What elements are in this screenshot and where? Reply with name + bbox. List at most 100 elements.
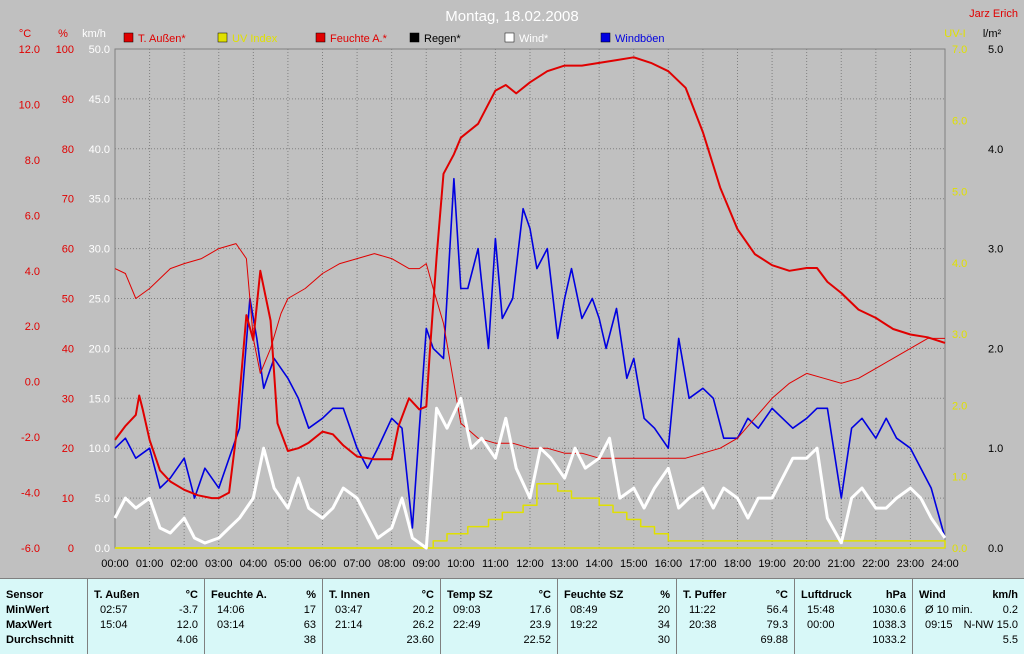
stats-header: Feuchte A. bbox=[211, 589, 267, 601]
right-axis-tick: 3.0 bbox=[952, 329, 967, 341]
stats-column: Feuchte A.% 14:06 17 03:14 63 38 bbox=[205, 579, 323, 654]
stats-value: 1033.2 bbox=[872, 634, 906, 646]
stats-value: 63 bbox=[303, 619, 316, 631]
left-axis-tick: -2.0 bbox=[21, 432, 40, 444]
series-line-feuchtea bbox=[114, 243, 945, 459]
stats-row-label: MaxWert bbox=[6, 619, 52, 631]
left-axis-tick: 90 bbox=[62, 94, 74, 106]
x-tick-label: 19:00 bbox=[758, 558, 786, 570]
x-tick-label: 08:00 bbox=[378, 558, 406, 570]
stats-value: 5.5 bbox=[1002, 634, 1018, 646]
stats-value: 23.60 bbox=[406, 634, 434, 646]
right-axis-tick: 2.0 bbox=[988, 343, 1003, 355]
stats-time: 15:48 bbox=[807, 604, 835, 616]
right-axis-tick: 4.0 bbox=[952, 258, 967, 270]
series-line-windben bbox=[114, 177, 946, 539]
right-axis-tick: 4.0 bbox=[988, 144, 1003, 156]
legend-swatch bbox=[315, 32, 326, 43]
x-tick-label: 04:00 bbox=[240, 558, 268, 570]
left-axis-tick: 5.0 bbox=[95, 493, 110, 505]
stats-time: Ø 10 min. bbox=[925, 604, 973, 616]
x-tick-label: 12:00 bbox=[516, 558, 544, 570]
x-tick-label: 23:00 bbox=[897, 558, 925, 570]
stats-value: N-NW 15.0 bbox=[963, 619, 1018, 631]
stats-time: 03:14 bbox=[217, 619, 245, 631]
x-tick-label: 05:00 bbox=[274, 558, 302, 570]
stats-unit: °C bbox=[421, 589, 434, 601]
stats-value: 20 bbox=[657, 604, 670, 616]
stats-column: Sensor MinWert MaxWert Durchschnitt bbox=[0, 579, 88, 654]
stats-header: Temp SZ bbox=[447, 589, 493, 601]
x-tick-label: 21:00 bbox=[827, 558, 855, 570]
x-tick-label: 10:00 bbox=[447, 558, 475, 570]
stats-value: 0.2 bbox=[1002, 604, 1018, 616]
stats-time: 22:49 bbox=[453, 619, 481, 631]
right-axis-tick: 0.0 bbox=[988, 543, 1003, 555]
stats-header: T. Innen bbox=[329, 589, 370, 601]
stats-value: 12.0 bbox=[176, 619, 198, 631]
stats-time: 11:22 bbox=[689, 604, 716, 616]
legend-swatch bbox=[217, 32, 228, 43]
stats-value: 20.2 bbox=[412, 604, 434, 616]
series-line-wind bbox=[113, 396, 947, 550]
right-axis-unit: l/m² bbox=[983, 28, 1002, 40]
left-axis-tick: 15.0 bbox=[89, 393, 110, 405]
stats-value: 1030.6 bbox=[872, 604, 906, 616]
stats-value: 30 bbox=[657, 634, 670, 646]
left-axis-unit: km/h bbox=[82, 28, 106, 40]
stats-value: 34 bbox=[657, 619, 670, 631]
right-axis-tick: 5.0 bbox=[988, 44, 1003, 56]
stats-column: Temp SZ °C 09:03 17.6 22:49 23.9 22.52 bbox=[441, 579, 558, 654]
left-axis-tick: 4.0 bbox=[25, 266, 40, 278]
chart-canvas: 00:00 01:00 02:00 03:00 04:00 05:00 06:00 07:00… bbox=[19, 8, 1018, 570]
right-axis-tick: 1.0 bbox=[952, 472, 967, 484]
left-axis-tick: 70 bbox=[62, 194, 74, 206]
stats-column: T. Innen °C 03:47 20.2 21:14 26.2 23.60 bbox=[323, 579, 441, 654]
right-axis-tick: 5.0 bbox=[952, 187, 967, 199]
left-axis-tick: -4.0 bbox=[21, 488, 40, 500]
x-tick-label: 17:00 bbox=[689, 558, 717, 570]
x-tick-label: 14:00 bbox=[585, 558, 613, 570]
legend-label: Feuchte A.* bbox=[330, 33, 388, 45]
left-axis-tick: 50 bbox=[62, 294, 74, 306]
series-line-tauen bbox=[114, 56, 946, 500]
left-axis-unit: % bbox=[58, 28, 68, 40]
left-axis-tick: 2.0 bbox=[25, 321, 40, 333]
stats-value: 56.4 bbox=[766, 604, 788, 616]
x-tick-label: 02:00 bbox=[170, 558, 198, 570]
stats-value: 1038.3 bbox=[872, 619, 906, 631]
legend-label: Wind* bbox=[519, 33, 549, 45]
x-tick-label: 07:00 bbox=[343, 558, 371, 570]
x-tick-label: 16:00 bbox=[655, 558, 683, 570]
x-tick-label: 22:00 bbox=[862, 558, 890, 570]
right-axis-tick: 2.0 bbox=[952, 400, 967, 412]
left-axis-unit: °C bbox=[19, 28, 31, 40]
x-tick-label: 18:00 bbox=[724, 558, 752, 570]
left-axis-tick: 12.0 bbox=[19, 44, 40, 56]
right-axis-tick: 3.0 bbox=[988, 244, 1003, 256]
stats-header: Sensor bbox=[6, 589, 44, 601]
legend-swatch bbox=[504, 32, 515, 43]
left-axis-tick: 8.0 bbox=[25, 155, 40, 167]
series-line-uvindex bbox=[115, 483, 946, 549]
left-axis-tick: 10 bbox=[62, 493, 74, 505]
stats-column: T. Außen °C 02:57 -3.7 15:04 12.0 4.06 bbox=[88, 579, 205, 654]
stats-column: T. Puffer °C 11:22 56.4 20:38 79.3 69.88 bbox=[677, 579, 795, 654]
left-axis-tick: 0 bbox=[68, 543, 74, 555]
legend-label: Windböen bbox=[615, 33, 665, 45]
x-tick-label: 13:00 bbox=[551, 558, 579, 570]
weather-chart: 00:00 01:00 02:00 03:00 04:00 05:00 06:00 07:00… bbox=[18, 8, 1018, 570]
stats-unit: °C bbox=[775, 589, 788, 601]
left-axis-tick: 20 bbox=[62, 443, 74, 455]
stats-header: Luftdruck bbox=[801, 589, 852, 601]
stats-value: 26.2 bbox=[412, 619, 434, 631]
left-axis-tick: 60 bbox=[62, 244, 74, 256]
x-tick-label: 03:00 bbox=[205, 558, 233, 570]
x-tick-label: 01:00 bbox=[136, 558, 164, 570]
stats-table: Sensor MinWert MaxWert Durchschnitt T. Außen… bbox=[0, 578, 1024, 654]
x-tick-label: 00:00 bbox=[101, 558, 129, 570]
stats-column: Luftdruck hPa 15:48 1030.6 00:00 1038.3 1033.2 bbox=[795, 579, 913, 654]
stats-value: 23.9 bbox=[529, 619, 551, 631]
right-axis-unit: UV-I bbox=[944, 28, 965, 40]
left-axis-tick: 35.0 bbox=[89, 194, 110, 206]
